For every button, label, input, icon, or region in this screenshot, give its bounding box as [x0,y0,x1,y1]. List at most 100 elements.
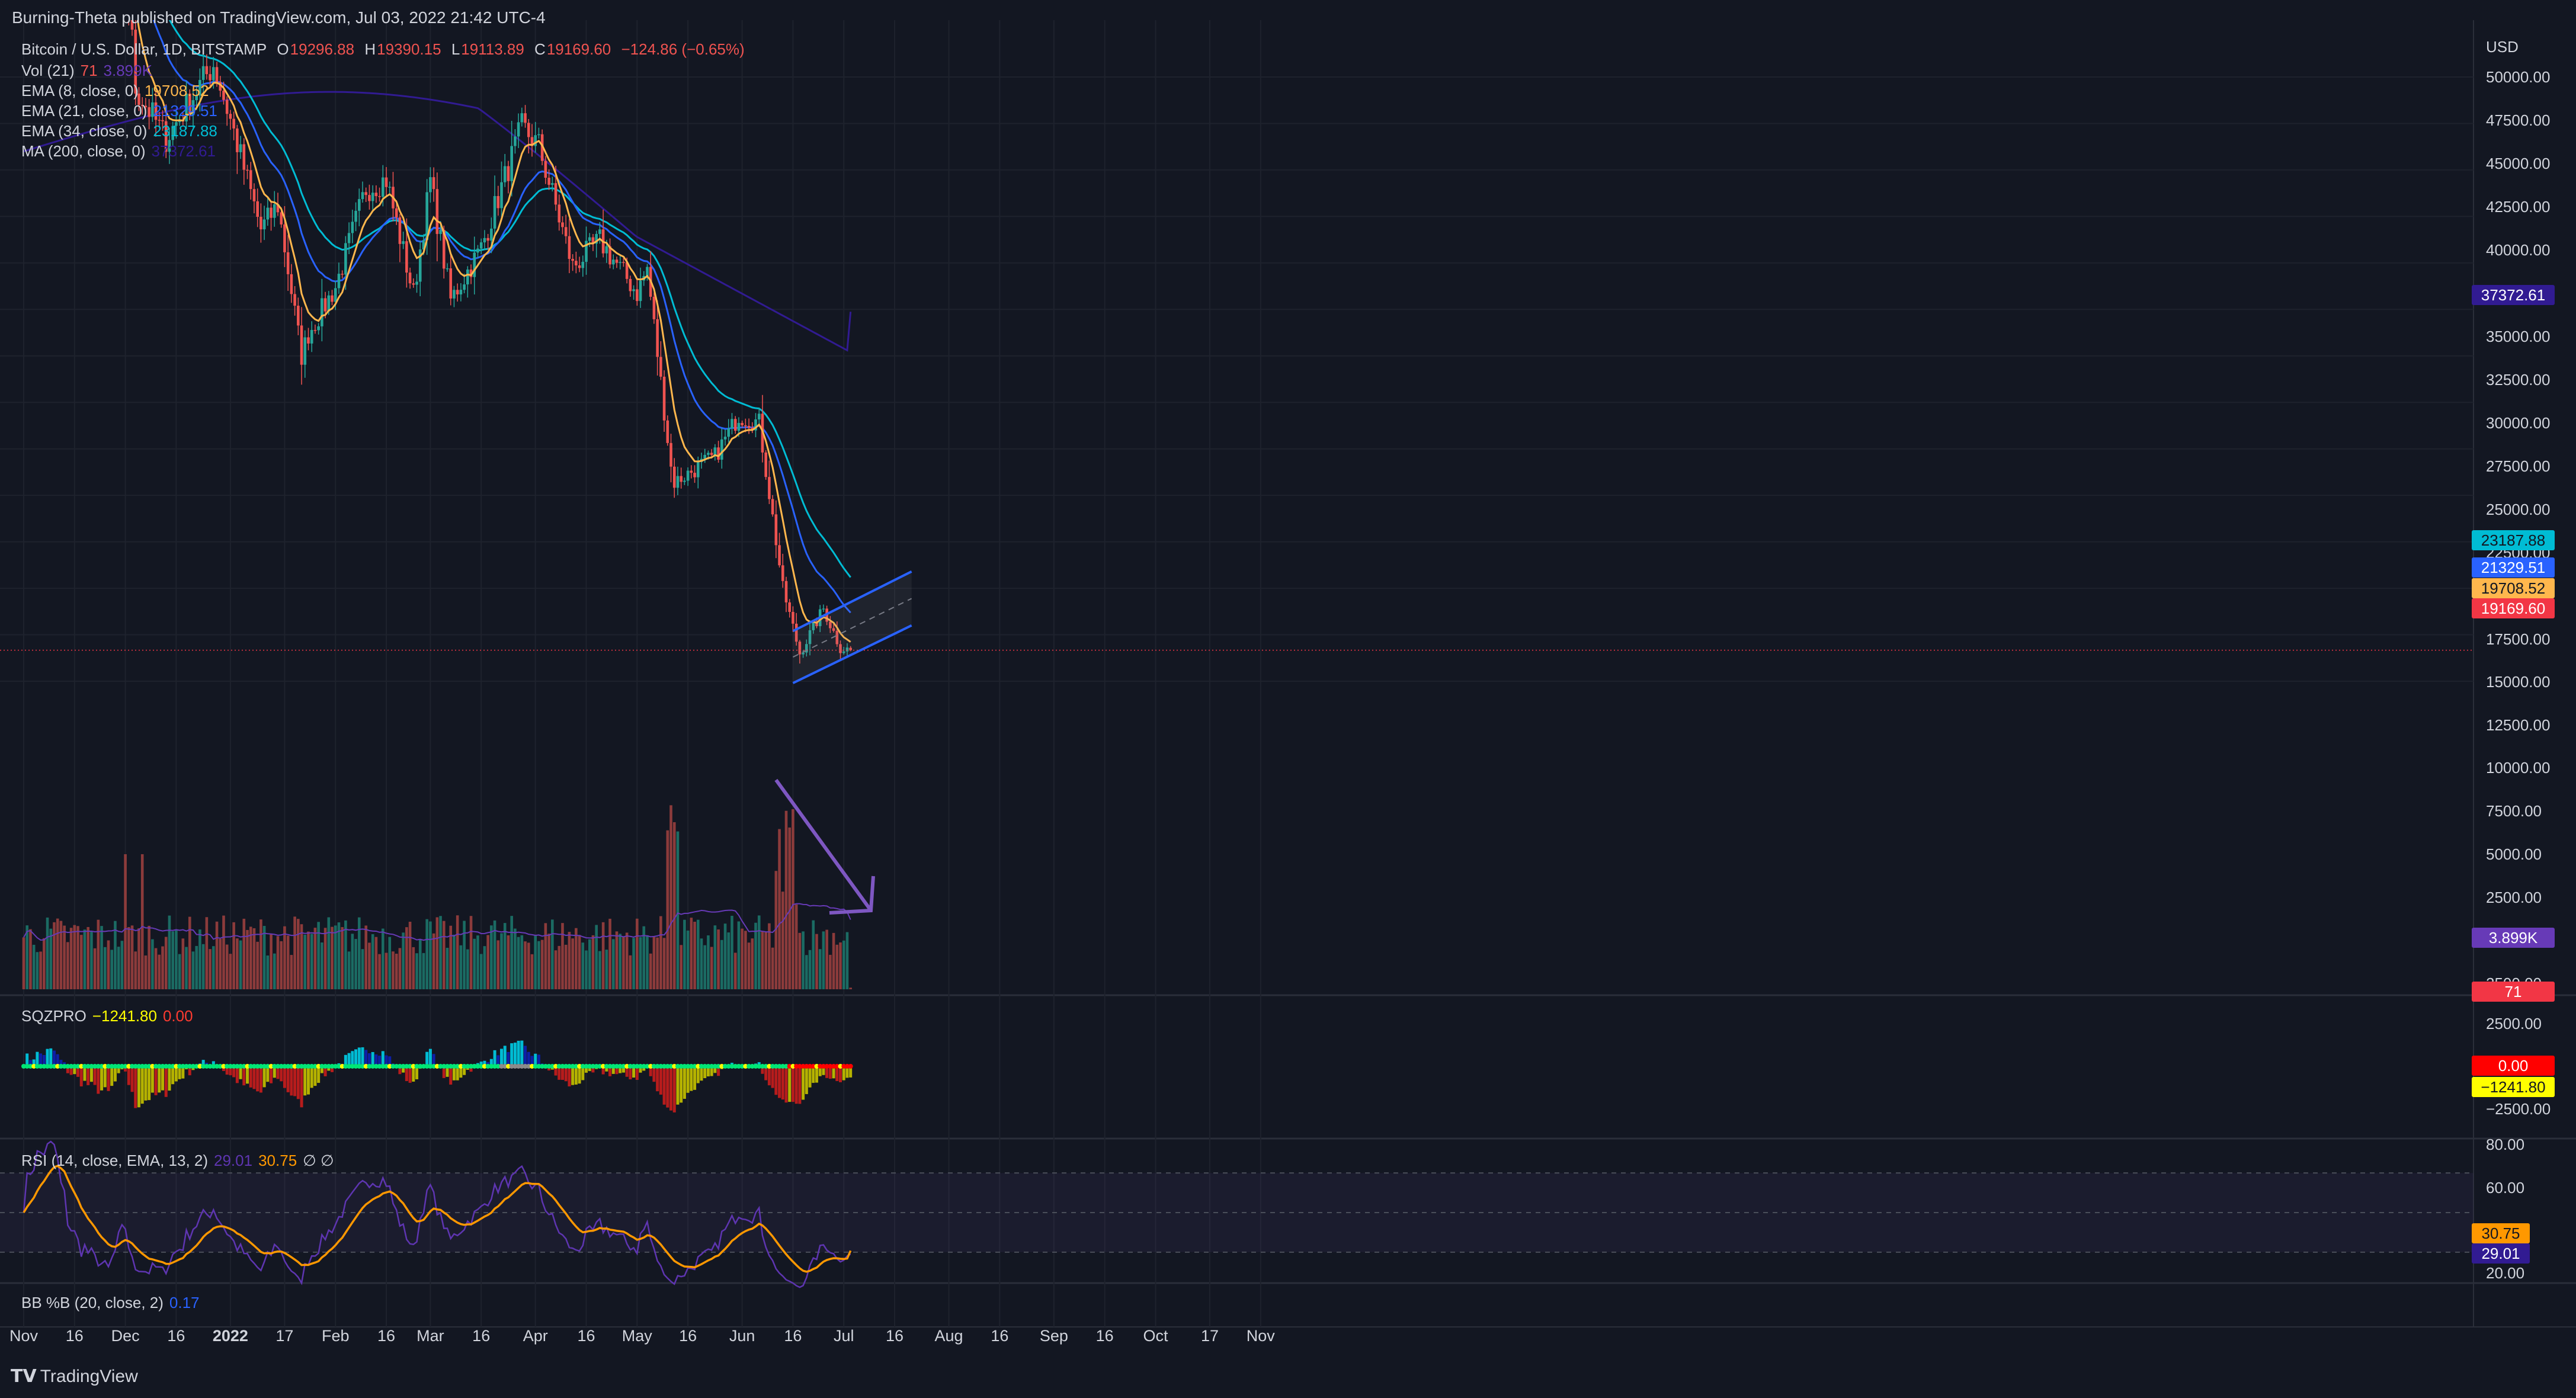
candle-body [537,134,540,136]
candle [588,233,591,248]
sqz-dot [79,1064,84,1069]
legend-ma200[interactable]: MA (200, close, 0) 37372.61 [21,142,222,161]
volume-bar [321,942,323,989]
time-axis[interactable]: Nov 16 Dec 16 2022 17 Feb 16 Mar 16 Apr 16 May 16 Jun 1… [9,1327,1275,1345]
volume-bar [100,926,103,989]
candle-body [317,326,320,331]
volume-bar [293,916,296,989]
volume-bar [703,945,707,989]
volume-bar [43,938,46,989]
sqz-dot [289,1064,294,1069]
sqz-dot [350,1064,355,1069]
grid [0,20,2474,1327]
volume-bar [323,928,327,989]
legend-ema8[interactable]: EMA (8, close, 0) 19708.52 [21,82,214,100]
volume-bar [456,915,459,989]
sqz-dot [441,1064,447,1069]
candle-body [239,144,242,152]
candle-body [646,267,649,276]
candle [754,413,757,438]
candle [568,218,571,274]
sqz-dot [106,1064,111,1069]
sqz-bar [306,1066,310,1095]
sqz-dot [594,1064,599,1069]
sqz-dot [228,1064,233,1069]
sqz-bar [794,1066,798,1104]
sqz-bar [693,1066,697,1090]
sqz-badge-text: −1241.80 [2481,1078,2545,1096]
tradingview-logo[interactable]: 𝗧𝗩 TradingView [11,1366,138,1387]
candle [808,620,812,656]
legend-rsi[interactable]: RSI (14, close, EMA, 13, 2) 29.01 30.75 ∅ ∅ [21,1152,340,1170]
volume-bar [680,945,683,989]
legend-sqzpro[interactable]: SQZPRO −1241.80 0.00 [21,1007,199,1025]
legend-vol[interactable]: Vol (21) 71 3.899K [21,62,158,80]
candle [398,214,402,262]
candle-body [435,189,439,234]
sqz-dot [550,1064,555,1069]
sqz-bar [144,1066,148,1101]
symbol-name: Bitcoin / U.S. Dollar, 1D, BITSTAMP [21,40,267,58]
sqz-dot [197,1064,203,1069]
candle-body [720,439,723,460]
price-axis[interactable]: USD 50000.00 47500.00 45000.00 42500.00 40000… [2472,38,2555,1282]
volume-bar [449,925,453,989]
price-tick-label: 12500.00 [2486,716,2550,734]
candle-body [585,241,588,262]
sqz-bar [507,1052,510,1066]
legend-ema21[interactable]: EMA (21, close, 0) 21329.51 [21,102,223,120]
volume-bar [124,854,127,989]
candle [286,235,290,291]
sqz-bar [127,1066,130,1085]
sqz-dot [739,1064,745,1069]
price-tick-label: 35000.00 [2486,328,2550,345]
sqz-bar [354,1049,358,1066]
legend-bb[interactable]: BB %B (20, close, 2) 0.17 [21,1294,206,1312]
sqz-bar [232,1066,236,1078]
candle-body [168,140,171,152]
candle [293,286,296,316]
candle [354,202,357,232]
candle [530,124,534,157]
candle-body [425,192,428,241]
candle-body [829,621,832,629]
sqz-bar [154,1066,158,1095]
candle-body [232,118,235,129]
volume-bar [683,919,686,989]
candle [839,640,842,660]
candle-body [382,177,385,197]
sqz-dot [123,1064,128,1069]
candle-body [151,102,154,117]
candle-body [303,337,307,365]
tradingview-logo-icon: 𝗧𝗩 [11,1367,37,1386]
sqz-dot [672,1064,677,1069]
sqz-dot [668,1064,674,1069]
volume-bar [297,919,300,989]
sqz-dot [621,1064,626,1069]
volume-bar [354,939,357,989]
candle [300,307,303,385]
sqz-dot [319,1064,325,1069]
candle-body [262,219,266,230]
sqz-bar [680,1066,683,1103]
candle-body [680,476,683,482]
sqz-bar [564,1066,568,1082]
candle-body [286,252,290,274]
sqz-dot [282,1064,287,1069]
volume-bar [608,918,611,989]
candle [479,238,483,255]
sqz-bar [300,1066,303,1108]
candle [503,153,507,187]
ema8-label: EMA (8, close, 0) [21,82,139,100]
parallel-channel[interactable] [792,570,912,684]
trend-arrow[interactable] [774,778,875,915]
legend-ema34[interactable]: EMA (34, close, 0) 23187.88 [21,122,223,140]
volume-bar [120,941,124,989]
sqz-bar [791,1066,794,1102]
candle-body [622,262,625,263]
price-tick-label: 15000.00 [2486,673,2550,691]
volume-bar [544,923,547,989]
sqz-dot [678,1064,684,1069]
candle [313,324,317,334]
